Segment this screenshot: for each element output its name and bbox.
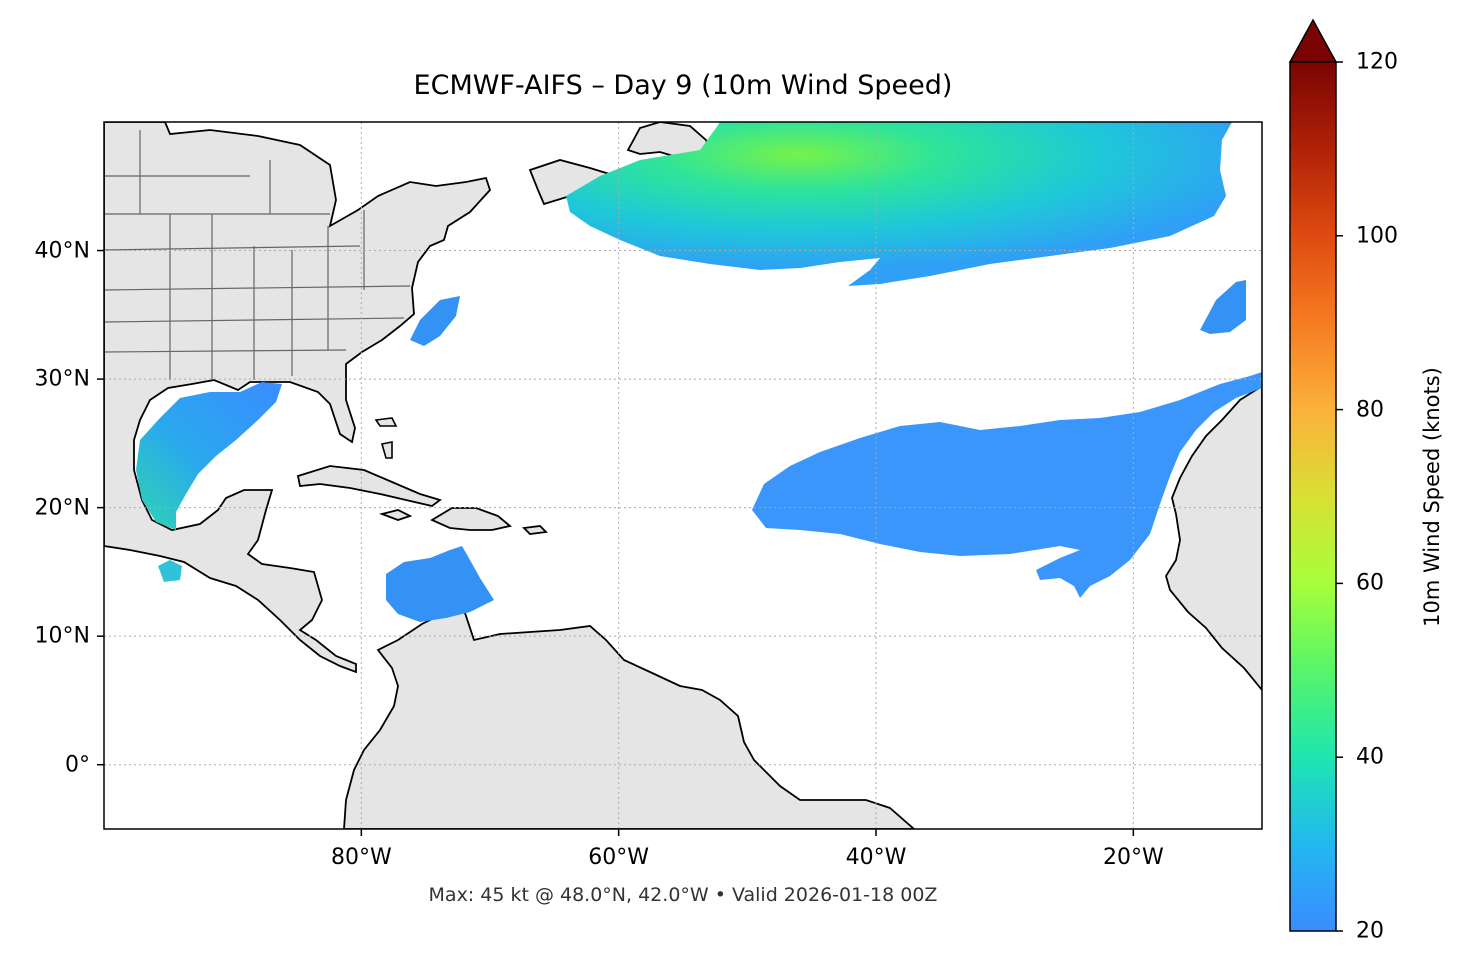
wind-area-tropical-atlantic (752, 372, 1262, 598)
lat-tick-label: 30°N (34, 366, 90, 392)
graticule (104, 122, 1262, 829)
colorbar (1288, 18, 1343, 932)
south-america-land (343, 602, 916, 829)
wind-area-atlantic-patch (410, 296, 460, 346)
puerto-rico-land (522, 525, 548, 535)
colorbar-tick-label: 120 (1356, 49, 1398, 75)
colorbar-tick-label: 80 (1356, 397, 1384, 423)
axis-ticks (97, 249, 1135, 836)
jamaica-land (378, 509, 413, 521)
lon-tick-label: 60°W (588, 845, 650, 870)
cuba-land (296, 465, 442, 507)
lat-tick-label: 40°N (34, 238, 90, 264)
state-boundaries (104, 130, 411, 380)
lon-tick-label: 20°W (1102, 845, 1164, 870)
bahamas-land (374, 417, 398, 459)
lon-tick-label: 80°W (330, 845, 392, 870)
lat-tick-label: 0° (65, 752, 90, 778)
map-frame (103, 121, 1263, 830)
colorbar-title: 10m Wind Speed (knots) (1420, 367, 1444, 627)
colorbar-extend-arrow (1288, 18, 1338, 63)
colorbar-tick-label: 40 (1356, 744, 1384, 770)
wind-area-azores-patch (1200, 280, 1246, 334)
wind-area-north-atlantic (566, 122, 1232, 286)
africa-land (1165, 384, 1262, 692)
north-america-land (104, 122, 492, 674)
colorbar-tick-label: 100 (1356, 223, 1398, 249)
wind-area-gulf-of-mexico (136, 382, 282, 530)
wind-area-pacific-patch (158, 560, 182, 582)
colorbar-tick-label: 20 (1356, 918, 1384, 944)
colorbar-bar (1289, 61, 1337, 932)
lon-tick-label: 40°W (845, 845, 907, 870)
map-title: ECMWF-AIFS – Day 9 (10m Wind Speed) (413, 70, 953, 101)
colorbar-tick-label: 60 (1356, 570, 1384, 596)
lat-tick-label: 10°N (34, 623, 90, 649)
wind-area-caribbean (386, 546, 494, 622)
lat-tick-label: 20°N (34, 495, 90, 521)
max-info-footer: Max: 45 kt @ 48.0°N, 42.0°W • Valid 2026… (428, 884, 938, 906)
